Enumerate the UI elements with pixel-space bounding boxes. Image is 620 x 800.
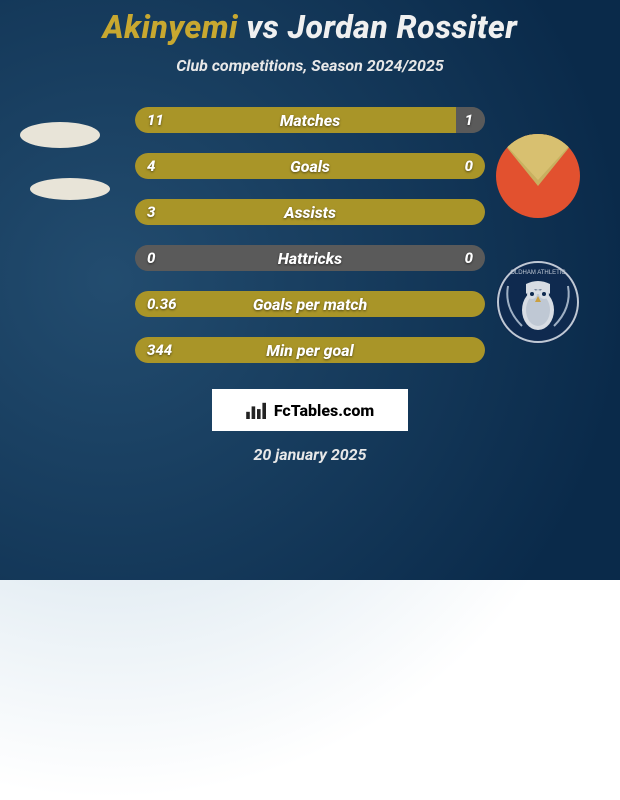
player2-club-crest: OLDHAM ATHLETIC bbox=[496, 260, 580, 344]
date-label: 20 january 2025 bbox=[254, 445, 367, 464]
stat-label: Goals per match bbox=[135, 295, 485, 314]
player2-name: Jordan Rossiter bbox=[288, 8, 518, 46]
stat-label: Goals bbox=[135, 157, 485, 176]
stat-row: 40Goals bbox=[135, 153, 485, 179]
stat-row: 0.36Goals per match bbox=[135, 291, 485, 317]
stat-label: Min per goal bbox=[135, 341, 485, 360]
decorative-ellipse bbox=[30, 178, 110, 200]
vs-separator: vs bbox=[246, 8, 279, 46]
attribution-badge: FcTables.com bbox=[212, 389, 408, 431]
stat-label: Assists bbox=[135, 203, 485, 222]
player2-avatar bbox=[496, 134, 580, 218]
stat-row: 111Matches bbox=[135, 107, 485, 133]
stat-row: 3Assists bbox=[135, 199, 485, 225]
stat-row: 00Hattricks bbox=[135, 245, 485, 271]
bars-icon bbox=[246, 401, 268, 419]
subtitle: Club competitions, Season 2024/2025 bbox=[176, 56, 444, 75]
stat-row: 344Min per goal bbox=[135, 337, 485, 363]
player1-name: Akinyemi bbox=[103, 8, 238, 46]
svg-text:OLDHAM ATHLETIC: OLDHAM ATHLETIC bbox=[510, 270, 566, 276]
decorative-ellipse bbox=[20, 122, 100, 148]
attribution-text: FcTables.com bbox=[274, 401, 374, 420]
stat-label: Hattricks bbox=[135, 249, 485, 268]
stat-label: Matches bbox=[135, 111, 485, 130]
stats-panel: 111Matches 40Goals 3Assists 00Hattricks 0.36… bbox=[135, 107, 485, 363]
page-title: Akinyemi vs Jordan Rossiter bbox=[103, 8, 518, 46]
